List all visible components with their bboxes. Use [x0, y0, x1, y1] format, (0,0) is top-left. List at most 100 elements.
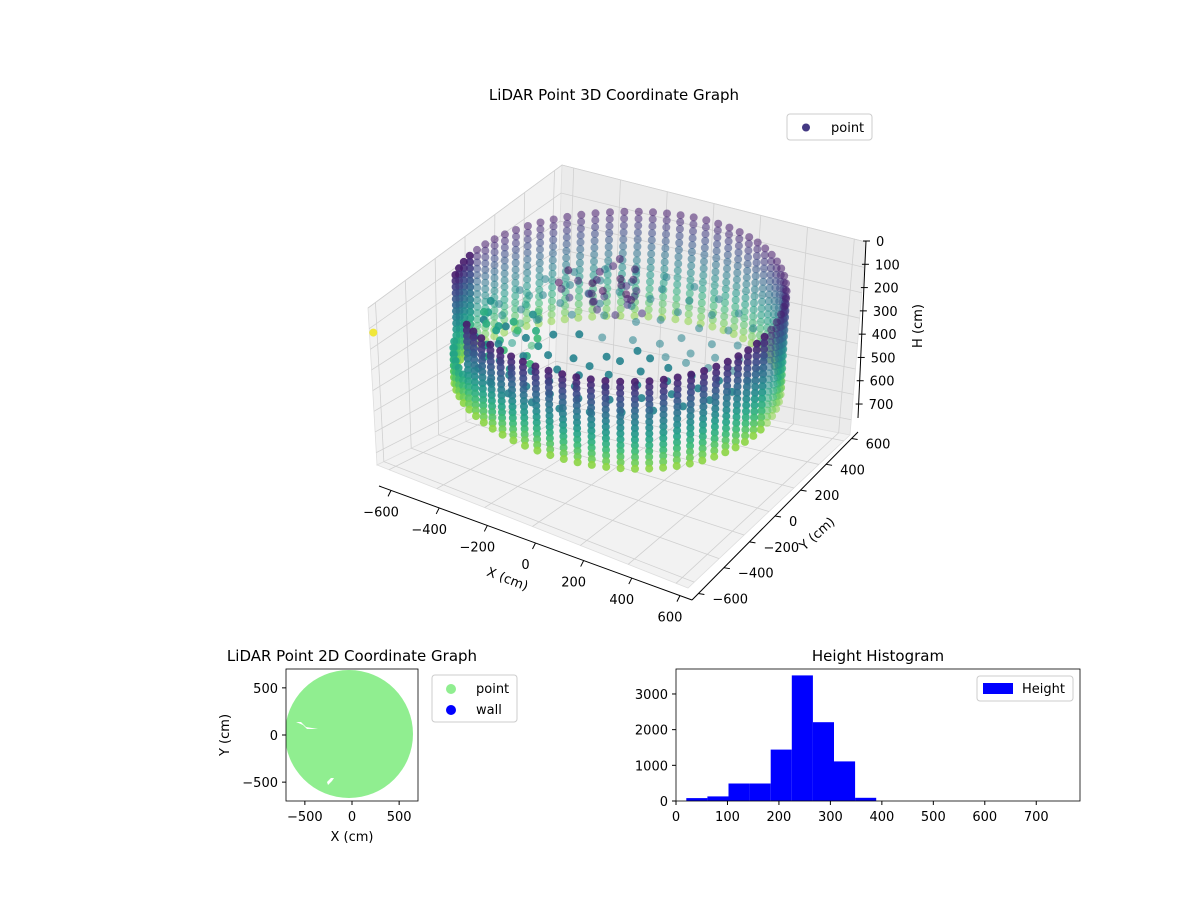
data-point	[545, 389, 553, 398]
data-point	[645, 447, 654, 456]
data-point	[576, 231, 585, 240]
data-point	[532, 396, 541, 405]
data-point	[534, 315, 543, 324]
data-point	[488, 413, 497, 422]
data-point	[466, 307, 475, 316]
data-point	[471, 395, 480, 404]
data-point	[757, 304, 766, 313]
data-point	[601, 417, 610, 426]
data-point	[494, 340, 503, 348]
data-point	[620, 207, 629, 216]
data-point	[479, 390, 487, 399]
data-point	[744, 239, 753, 248]
histogram-y-tick-label: 1000	[635, 759, 668, 774]
data-point	[633, 235, 642, 244]
data-point	[711, 260, 720, 269]
data-point	[478, 356, 486, 365]
data-point	[511, 272, 520, 281]
data-point	[534, 342, 543, 351]
data-point	[549, 222, 558, 231]
data-point	[732, 275, 741, 284]
data-point	[759, 363, 768, 372]
data-point	[697, 312, 706, 321]
data-point	[742, 280, 751, 289]
data-point	[464, 382, 473, 391]
data-point	[711, 404, 720, 413]
data-point	[567, 310, 576, 319]
data-point	[536, 238, 545, 247]
data-point	[699, 414, 708, 423]
data-point	[741, 300, 750, 309]
data-point	[734, 255, 743, 264]
z-tick-label-3d: 500	[871, 351, 896, 366]
data-point	[473, 315, 482, 324]
data-point	[507, 358, 516, 367]
data-point	[743, 358, 752, 367]
data-point	[532, 401, 541, 410]
data-point	[660, 258, 669, 267]
data-point	[659, 399, 668, 408]
data-point	[588, 279, 597, 288]
data-point	[498, 311, 507, 320]
data-point	[611, 311, 620, 320]
data-point	[593, 305, 602, 314]
data-point	[698, 278, 707, 287]
data-point	[757, 413, 766, 422]
data-point	[749, 305, 758, 314]
data-point	[572, 412, 581, 421]
data-point	[673, 432, 681, 441]
data-point	[764, 387, 773, 396]
data-point	[628, 336, 637, 345]
data-point	[687, 261, 696, 270]
data-point	[731, 302, 740, 311]
data-point	[488, 407, 497, 416]
data-point	[673, 438, 681, 447]
data-point	[497, 391, 506, 400]
data-point	[479, 307, 488, 316]
data-point	[487, 379, 496, 388]
data-point	[619, 228, 628, 237]
data-point	[562, 253, 571, 262]
data-point	[711, 274, 720, 283]
data-point	[673, 408, 682, 417]
x-tick-label-3d: −600	[363, 505, 399, 520]
data-point	[500, 250, 509, 258]
data-point	[574, 313, 583, 322]
data-point	[507, 369, 516, 378]
data-point	[590, 257, 598, 266]
data-point	[659, 393, 668, 402]
data-point	[686, 268, 695, 277]
histogram-bar	[770, 749, 792, 801]
data-point	[511, 292, 520, 301]
data-point	[518, 357, 527, 366]
data-point	[644, 305, 653, 314]
data-point	[723, 363, 732, 372]
data-point	[508, 408, 517, 417]
data-point	[699, 264, 708, 273]
data-point	[486, 351, 495, 360]
data-point	[520, 436, 529, 445]
data-point	[465, 258, 474, 266]
data-point	[735, 228, 744, 237]
data-point	[536, 225, 545, 234]
data-point	[753, 238, 762, 247]
data-point	[473, 264, 482, 273]
data-point	[572, 378, 581, 387]
data-point	[659, 446, 668, 455]
grid-y-0	[375, 302, 695, 583]
data-point	[547, 310, 556, 319]
data-point	[558, 370, 567, 379]
data-point	[591, 223, 600, 232]
data-point	[760, 251, 769, 260]
data-point	[520, 413, 529, 422]
data-point	[743, 266, 752, 275]
data-point	[486, 296, 495, 305]
y-tick-3d	[749, 541, 756, 544]
data-point	[750, 285, 759, 294]
data-point	[478, 367, 487, 376]
data-point	[545, 434, 554, 443]
z-tick-label-3d: 100	[875, 258, 900, 273]
data-point	[561, 274, 570, 283]
data-point	[751, 370, 760, 379]
data-point	[547, 317, 556, 326]
